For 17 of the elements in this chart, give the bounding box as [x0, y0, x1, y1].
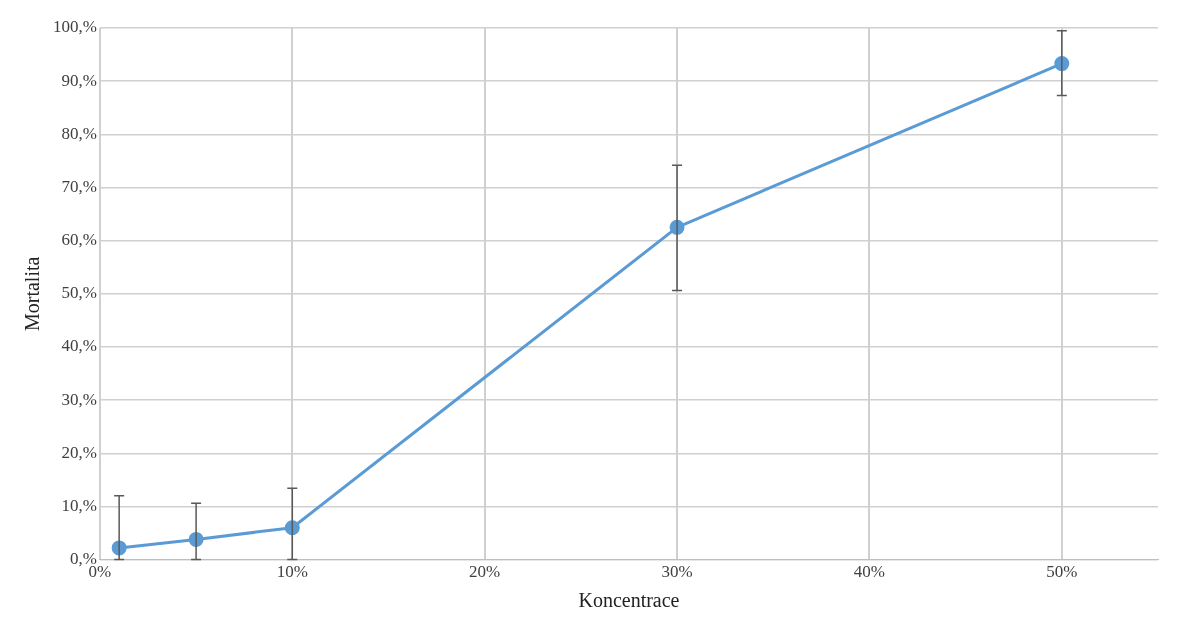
y-tick-label: 80,%: [61, 123, 97, 143]
y-tick-label: 40,%: [61, 336, 97, 356]
y-tick-label: 70,%: [61, 176, 97, 196]
y-tick-label: 100,%: [52, 17, 97, 37]
y-tick-label: 10,%: [61, 495, 97, 515]
y-tick-label: 50,%: [61, 283, 97, 303]
x-tick-label: 40%: [853, 562, 886, 582]
x-tick-label: 20%: [469, 562, 501, 582]
y-tick-label: 90,%: [61, 70, 97, 90]
x-tick-label: 50%: [1046, 562, 1078, 582]
x-axis-title: Koncentrace: [578, 589, 680, 612]
y-tick-label: 60,%: [61, 230, 97, 250]
y-tick-label: 30,%: [61, 389, 97, 409]
y-tick-label: 20,%: [61, 442, 97, 462]
y-axis-title: Mortalita: [21, 256, 44, 332]
x-tick-label: 10%: [276, 562, 308, 582]
x-tick-label: 30%: [661, 562, 693, 582]
